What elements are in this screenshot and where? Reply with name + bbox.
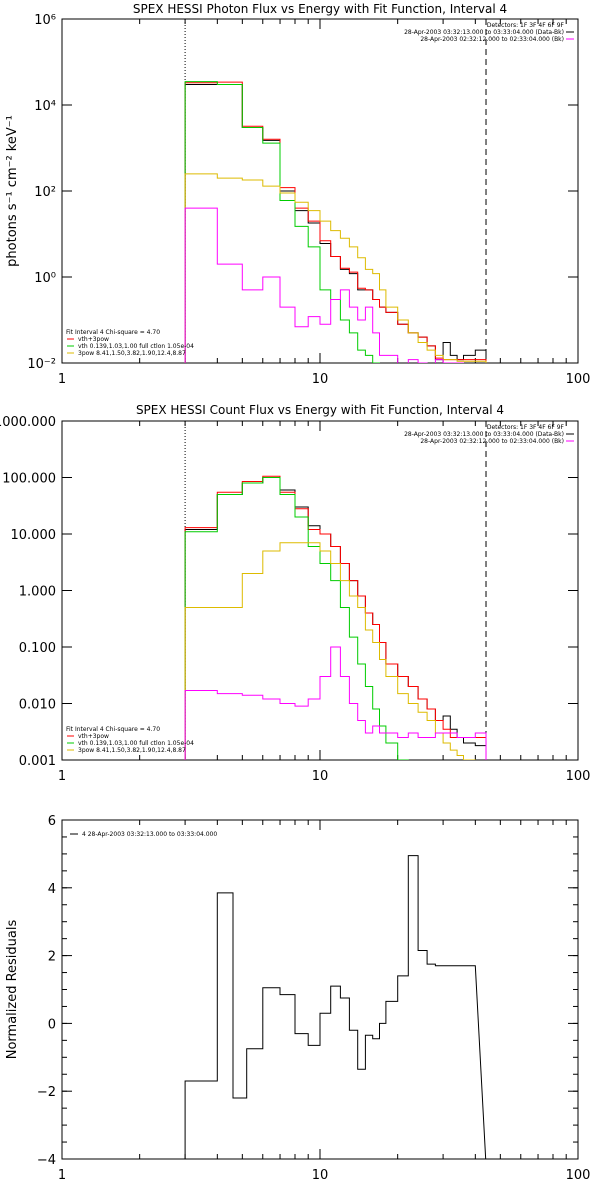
series-group [184,81,487,363]
chart-title: SPEX HESSI Count Flux vs Energy with Fit… [136,403,504,417]
series-line-vth [184,81,380,363]
y-tick-label: 10⁴ [34,99,56,114]
y-tick-label: 2 [48,950,56,965]
legend-bottom-text: vth+3pow [78,733,109,740]
y-tick-label: 0.010 [19,698,56,713]
y-tick-label: 0.100 [19,641,56,656]
series-line-bk [184,207,464,363]
series-line-data-bk [184,477,487,760]
y-tick-label: 10² [34,185,56,200]
series-line-3pow [184,173,487,363]
series-line-residual [184,855,487,1159]
chart-panel-2: SPEX HESSI Count Flux vs Energy with Fit… [0,403,590,784]
legend-top-text: Detectors: 1F 3F 4F 6F 9F [487,424,565,431]
y-tick-label: 1000.000 [0,415,56,430]
y-tick-label: 6 [48,814,56,829]
legend-top-text: 28-Apr-2003 02:32:12.000 to 02:33:04.000… [420,438,564,445]
series-line-vth-3pow [184,475,487,760]
x-tick-label: 1 [58,769,66,784]
x-tick-label: 100 [566,1168,591,1183]
x-tick-label: 10 [312,372,329,387]
x-tick-label: 1 [58,372,66,387]
x-tick-label: 100 [566,769,591,784]
chart-panel-3: 1 10 100 −4 −2 0 2 4 6 Normalized Residuals 4 28-A… [5,814,590,1183]
y-tick-label: 4 [48,882,56,897]
legend-bottom-text: 3pow 8.41,1.50,3.82,1.90,12.4,8.87 [78,350,186,357]
y-tick-label: 0.001 [19,754,56,769]
x-tick-label: 1 [58,1168,66,1183]
chart-panel-1: SPEX HESSI Photon Flux vs Energy with Fi… [5,2,590,387]
chart-title: SPEX HESSI Photon Flux vs Energy with Fi… [133,2,507,16]
legend-bottom-text: vth 0.139,1.03,1.00 full ctlon 1.05e-04 [78,343,194,350]
legend-top-text: Detectors: 1F 3F 4F 6F 9F [487,22,565,29]
y-axis-title: Normalized Residuals [5,920,20,1060]
y-tick-label: 10⁶ [34,13,56,28]
x-tick-label: 100 [566,372,591,387]
plot-frame [61,420,579,761]
series-group [184,475,487,760]
y-axis-title: photons s⁻¹ cm⁻² keV⁻¹ [5,115,20,267]
series-line-3pow [184,542,476,760]
legend-top-text: 28-Apr-2003 03:32:13.000 to 03:33:04.000… [404,431,564,438]
plot-frame [61,18,579,364]
y-tick-label: 10⁰ [34,271,56,286]
legend-bottom-text: 3pow 8.41,1.50,3.82,1.90,12.4,8.87 [78,747,186,754]
series-line-bk [184,646,487,760]
legend-bottom-text: vth+3pow [78,336,109,343]
y-tick-label: −4 [37,1153,56,1168]
legend-top-text: 28-Apr-2003 02:32:12.000 to 02:33:04.000… [420,36,564,43]
legend-top-text: 28-Apr-2003 03:32:13.000 to 03:33:04.000… [404,29,564,36]
series-line-data-bk [184,84,487,363]
x-tick-label: 10 [312,769,329,784]
y-tick-label: 10⁻² [27,357,56,372]
x-tick-label: 10 [312,1168,329,1183]
legend-top-text: 4 28-Apr-2003 03:32:13.000 to 03:33:04.0… [82,831,217,838]
y-tick-label: 10.000 [11,528,57,543]
y-tick-label: 100.000 [2,472,56,487]
y-tick-label: −2 [37,1085,56,1100]
series-line-vth [184,477,409,760]
y-tick-label: 0 [48,1017,56,1032]
legend-bottom-text: Fit Interval 4 Chi-square = 4.70 [66,329,160,336]
legend-bottom-text: vth 0.139,1.03,1.00 full ctlon 1.05e-04 [78,740,194,747]
legend-bottom-text: Fit Interval 4 Chi-square = 4.70 [66,726,160,733]
series-group [184,855,487,1159]
series-line-vth-3pow [184,81,487,363]
y-tick-label: 1.000 [19,585,56,600]
plot-frame [61,819,579,1160]
